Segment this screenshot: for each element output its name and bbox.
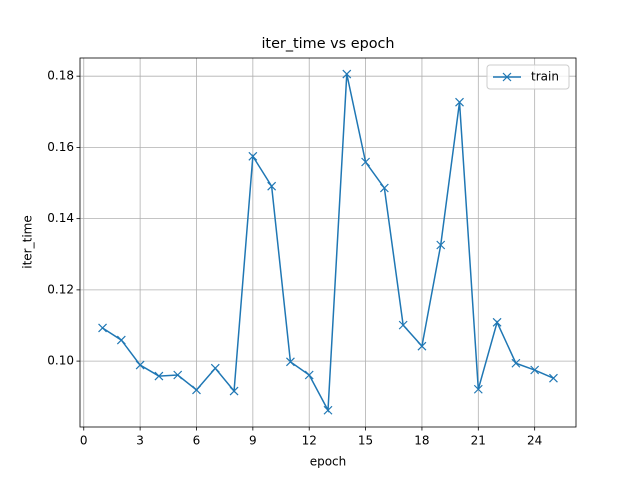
chart-title: iter_time vs epoch bbox=[261, 36, 394, 52]
marker-stroke bbox=[473, 384, 483, 394]
marker bbox=[267, 181, 277, 191]
plot-frame bbox=[79, 57, 577, 428]
marker-stroke bbox=[210, 363, 220, 373]
marker bbox=[210, 363, 220, 373]
marker-stroke bbox=[229, 386, 239, 396]
x-tick-label: 12 bbox=[302, 434, 317, 448]
marker-stroke bbox=[417, 341, 427, 351]
x-tick-label: 15 bbox=[358, 434, 373, 448]
marker bbox=[511, 358, 521, 368]
marker bbox=[436, 240, 446, 250]
marker bbox=[192, 385, 201, 395]
marker bbox=[398, 320, 408, 330]
x-axis-label: epoch bbox=[310, 455, 347, 469]
marker-stroke bbox=[530, 365, 540, 375]
y-tick-label: 0.16 bbox=[47, 140, 74, 154]
marker-stroke bbox=[502, 72, 512, 82]
y-axis-label: iter_time bbox=[21, 215, 35, 268]
marker-stroke bbox=[135, 360, 145, 370]
marker-stroke bbox=[154, 371, 164, 381]
legend-box bbox=[486, 64, 570, 90]
marker bbox=[248, 151, 258, 161]
marker bbox=[379, 183, 389, 193]
marker-stroke bbox=[285, 357, 295, 367]
marker-stroke bbox=[455, 97, 464, 107]
marker bbox=[492, 317, 502, 327]
marker-stroke bbox=[267, 181, 277, 191]
marker bbox=[98, 323, 107, 333]
x-tick-label: 18 bbox=[414, 434, 429, 448]
marker-stroke bbox=[173, 370, 183, 380]
marker bbox=[530, 365, 540, 375]
marker bbox=[502, 72, 512, 82]
marker-stroke bbox=[342, 69, 352, 79]
marker bbox=[304, 370, 314, 380]
marker bbox=[154, 371, 164, 381]
marker-stroke bbox=[323, 405, 333, 415]
x-tick-label: 21 bbox=[471, 434, 486, 448]
marker bbox=[116, 335, 126, 345]
y-tick-label: 0.10 bbox=[47, 354, 74, 368]
marker-stroke bbox=[511, 358, 521, 368]
marker-stroke bbox=[116, 335, 126, 345]
marker-stroke bbox=[549, 373, 558, 383]
marker bbox=[455, 97, 464, 107]
x-tick-label: 24 bbox=[527, 434, 542, 448]
marker bbox=[417, 341, 427, 351]
marker-stroke bbox=[98, 323, 107, 333]
marker-stroke bbox=[248, 151, 258, 161]
marker-stroke bbox=[361, 157, 371, 167]
marker-stroke bbox=[304, 370, 314, 380]
marker-stroke bbox=[398, 320, 408, 330]
x-tick-label: 0 bbox=[80, 434, 88, 448]
x-tick-label: 9 bbox=[249, 434, 257, 448]
x-tick-label: 3 bbox=[136, 434, 144, 448]
y-tick-label: 0.12 bbox=[47, 282, 74, 296]
marker bbox=[361, 157, 371, 167]
legend-label: train bbox=[531, 70, 559, 84]
marker bbox=[135, 360, 145, 370]
marker-stroke bbox=[192, 385, 201, 395]
marker bbox=[323, 405, 333, 415]
marker bbox=[549, 373, 558, 383]
marker-stroke bbox=[436, 240, 446, 250]
y-tick-label: 0.18 bbox=[47, 69, 74, 83]
x-tick-label: 6 bbox=[193, 434, 201, 448]
marker bbox=[173, 370, 183, 380]
marker bbox=[342, 69, 352, 79]
marker bbox=[473, 384, 483, 394]
y-tick-label: 0.14 bbox=[47, 211, 74, 225]
marker-stroke bbox=[379, 183, 389, 193]
marker-stroke bbox=[492, 317, 502, 327]
marker bbox=[229, 386, 239, 396]
marker bbox=[285, 357, 295, 367]
